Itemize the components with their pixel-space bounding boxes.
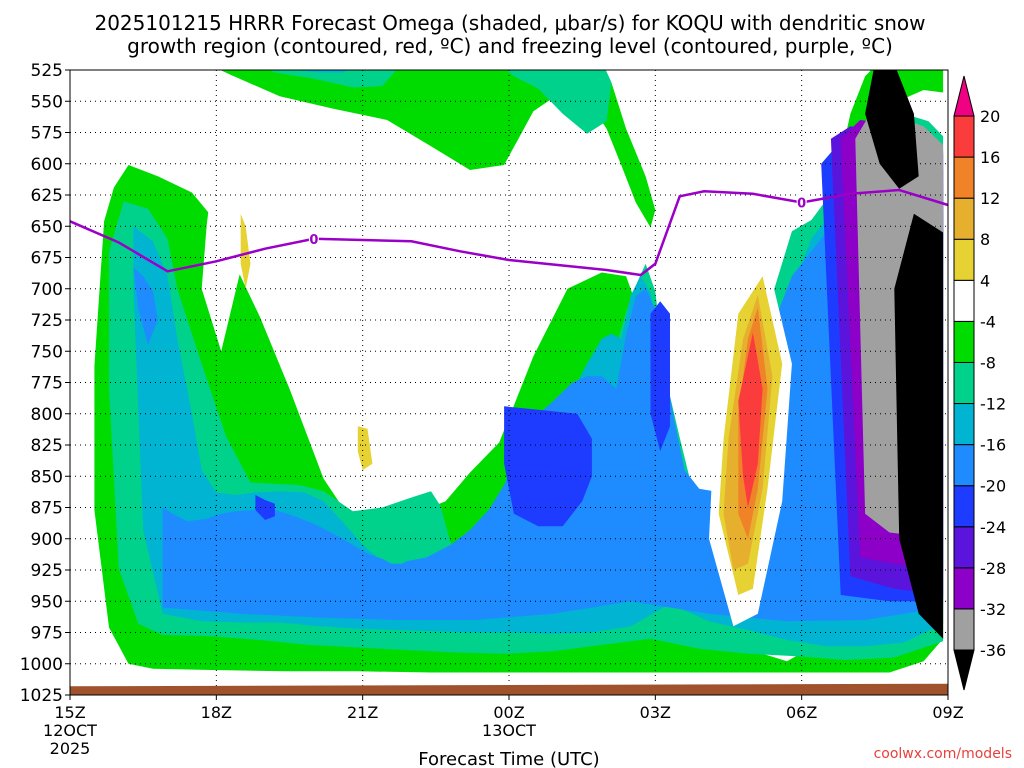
y-tick-label-975: 975 bbox=[31, 624, 63, 644]
plot-area bbox=[94, 70, 944, 673]
colorbar-box-4 bbox=[953, 238, 975, 281]
x-tick-label-00Z: 00Z bbox=[493, 703, 524, 722]
y-tick-label-725: 725 bbox=[31, 311, 63, 331]
y-tick-label-800: 800 bbox=[31, 405, 63, 425]
colorbar-box--12 bbox=[953, 361, 975, 405]
x-tick-sublabel-13OCT: 13OCT bbox=[482, 721, 536, 740]
colorbar: -36 -32 -28 -24 -20 -16 -12 -8 -4 4 8 12 16 20 bbox=[953, 75, 1006, 691]
colorbar-label--4: -4 bbox=[980, 312, 996, 331]
colorbar-label-8: 8 bbox=[980, 230, 990, 249]
y-tick-label-900: 900 bbox=[31, 530, 63, 550]
x-tick-label-15Z: 15Z bbox=[54, 703, 85, 722]
omega-region-27 bbox=[738, 332, 763, 508]
colorbar-label-4: 4 bbox=[980, 271, 990, 290]
colorbar-label--12: -12 bbox=[980, 395, 1006, 414]
colorbar-label--24: -24 bbox=[980, 518, 1006, 537]
colorbar-box--8 bbox=[953, 320, 975, 363]
y-tick-label-525: 525 bbox=[31, 61, 63, 81]
y-tick-label-550: 550 bbox=[31, 92, 63, 112]
y-tick-label-775: 775 bbox=[31, 374, 63, 394]
colorbar-box-16 bbox=[953, 115, 975, 158]
ground-strip bbox=[70, 683, 948, 695]
colorbar-max-arrow bbox=[953, 75, 975, 117]
y-tick-label-625: 625 bbox=[31, 186, 63, 206]
omega-region-7 bbox=[294, 70, 348, 73]
y-tick-label-950: 950 bbox=[31, 592, 63, 612]
freezing-level-line bbox=[69, 188, 949, 277]
colorbar-box-12 bbox=[953, 156, 975, 199]
chart-title-line2: growth region (contoured, red, ºC) and f… bbox=[127, 34, 893, 58]
y-tick-label-1025: 1025 bbox=[20, 686, 63, 706]
omega-region-5 bbox=[506, 70, 612, 134]
omega-region-1 bbox=[220, 70, 656, 228]
colorbar-box--32 bbox=[953, 567, 975, 610]
colorbar-label--20: -20 bbox=[980, 477, 1006, 496]
colorbar-box--20 bbox=[953, 444, 975, 487]
colorbar-box--16 bbox=[953, 403, 975, 446]
colorbar-box--36 bbox=[953, 608, 975, 651]
ground-fill bbox=[70, 683, 948, 695]
x-tick-label-03Z: 03Z bbox=[640, 703, 671, 722]
y-tick-label-750: 750 bbox=[31, 342, 63, 362]
y-tick-label-875: 875 bbox=[31, 499, 63, 519]
colorbar-box--24 bbox=[953, 485, 975, 528]
x-tick-year-2025: 2025 bbox=[50, 739, 91, 758]
y-tick-label-850: 850 bbox=[31, 467, 63, 487]
y-tick-label-575: 575 bbox=[31, 124, 63, 144]
colorbar-min-arrow bbox=[953, 649, 975, 691]
colorbar-label-20: 20 bbox=[980, 107, 1000, 126]
freezing-level-contour: 00 bbox=[69, 188, 949, 277]
y-tick-label-600: 600 bbox=[31, 155, 63, 175]
y-tick-label-825: 825 bbox=[31, 436, 63, 456]
y-tick-label-675: 675 bbox=[31, 249, 63, 269]
chart-title-line1: 2025101215 HRRR Forecast Omega (shaded, … bbox=[94, 11, 925, 35]
omega-region-22 bbox=[240, 213, 251, 289]
y-tick-label-1000: 1000 bbox=[20, 655, 63, 675]
colorbar-box--4 bbox=[953, 279, 975, 322]
freezing-label-0: 0 bbox=[309, 233, 318, 248]
colorbar-box--28 bbox=[953, 526, 975, 569]
x-tick-label-09Z: 09Z bbox=[932, 703, 963, 722]
x-tick-label-06Z: 06Z bbox=[786, 703, 817, 722]
y-tick-label-650: 650 bbox=[31, 217, 63, 237]
colorbar-label--28: -28 bbox=[980, 559, 1006, 578]
y-axis: 525 550 575 600 625 650 675 700 725 750 775 800 825 8… bbox=[20, 61, 70, 706]
omega-region-11 bbox=[504, 406, 592, 527]
colorbar-label--36: -36 bbox=[980, 641, 1006, 660]
y-tick-label-700: 700 bbox=[31, 280, 63, 300]
omega-region-9 bbox=[133, 267, 158, 345]
y-tick-label-925: 925 bbox=[31, 561, 63, 581]
colorbar-label-12: 12 bbox=[980, 189, 1000, 208]
colorbar-label--16: -16 bbox=[980, 436, 1006, 455]
colorbar-label--8: -8 bbox=[980, 353, 996, 372]
colorbar-label--32: -32 bbox=[980, 600, 1006, 619]
x-tick-label-21Z: 21Z bbox=[347, 703, 378, 722]
omega-region-17 bbox=[865, 70, 919, 189]
freezing-label-bg-0 bbox=[308, 230, 319, 246]
omega-region-4 bbox=[269, 70, 397, 88]
colorbar-box-8 bbox=[953, 197, 975, 240]
omega-region-23 bbox=[357, 426, 373, 470]
freezing-label-1: 0 bbox=[797, 197, 806, 212]
freezing-label-bg-1 bbox=[796, 194, 807, 210]
x-tick-sublabel-12OCT: 12OCT bbox=[43, 721, 97, 740]
credit-text: coolwx.com/models bbox=[874, 746, 1012, 762]
x-axis-label: Forecast Time (UTC) bbox=[418, 749, 599, 768]
colorbar-label-16: 16 bbox=[980, 148, 1000, 167]
x-tick-label-18Z: 18Z bbox=[201, 703, 232, 722]
